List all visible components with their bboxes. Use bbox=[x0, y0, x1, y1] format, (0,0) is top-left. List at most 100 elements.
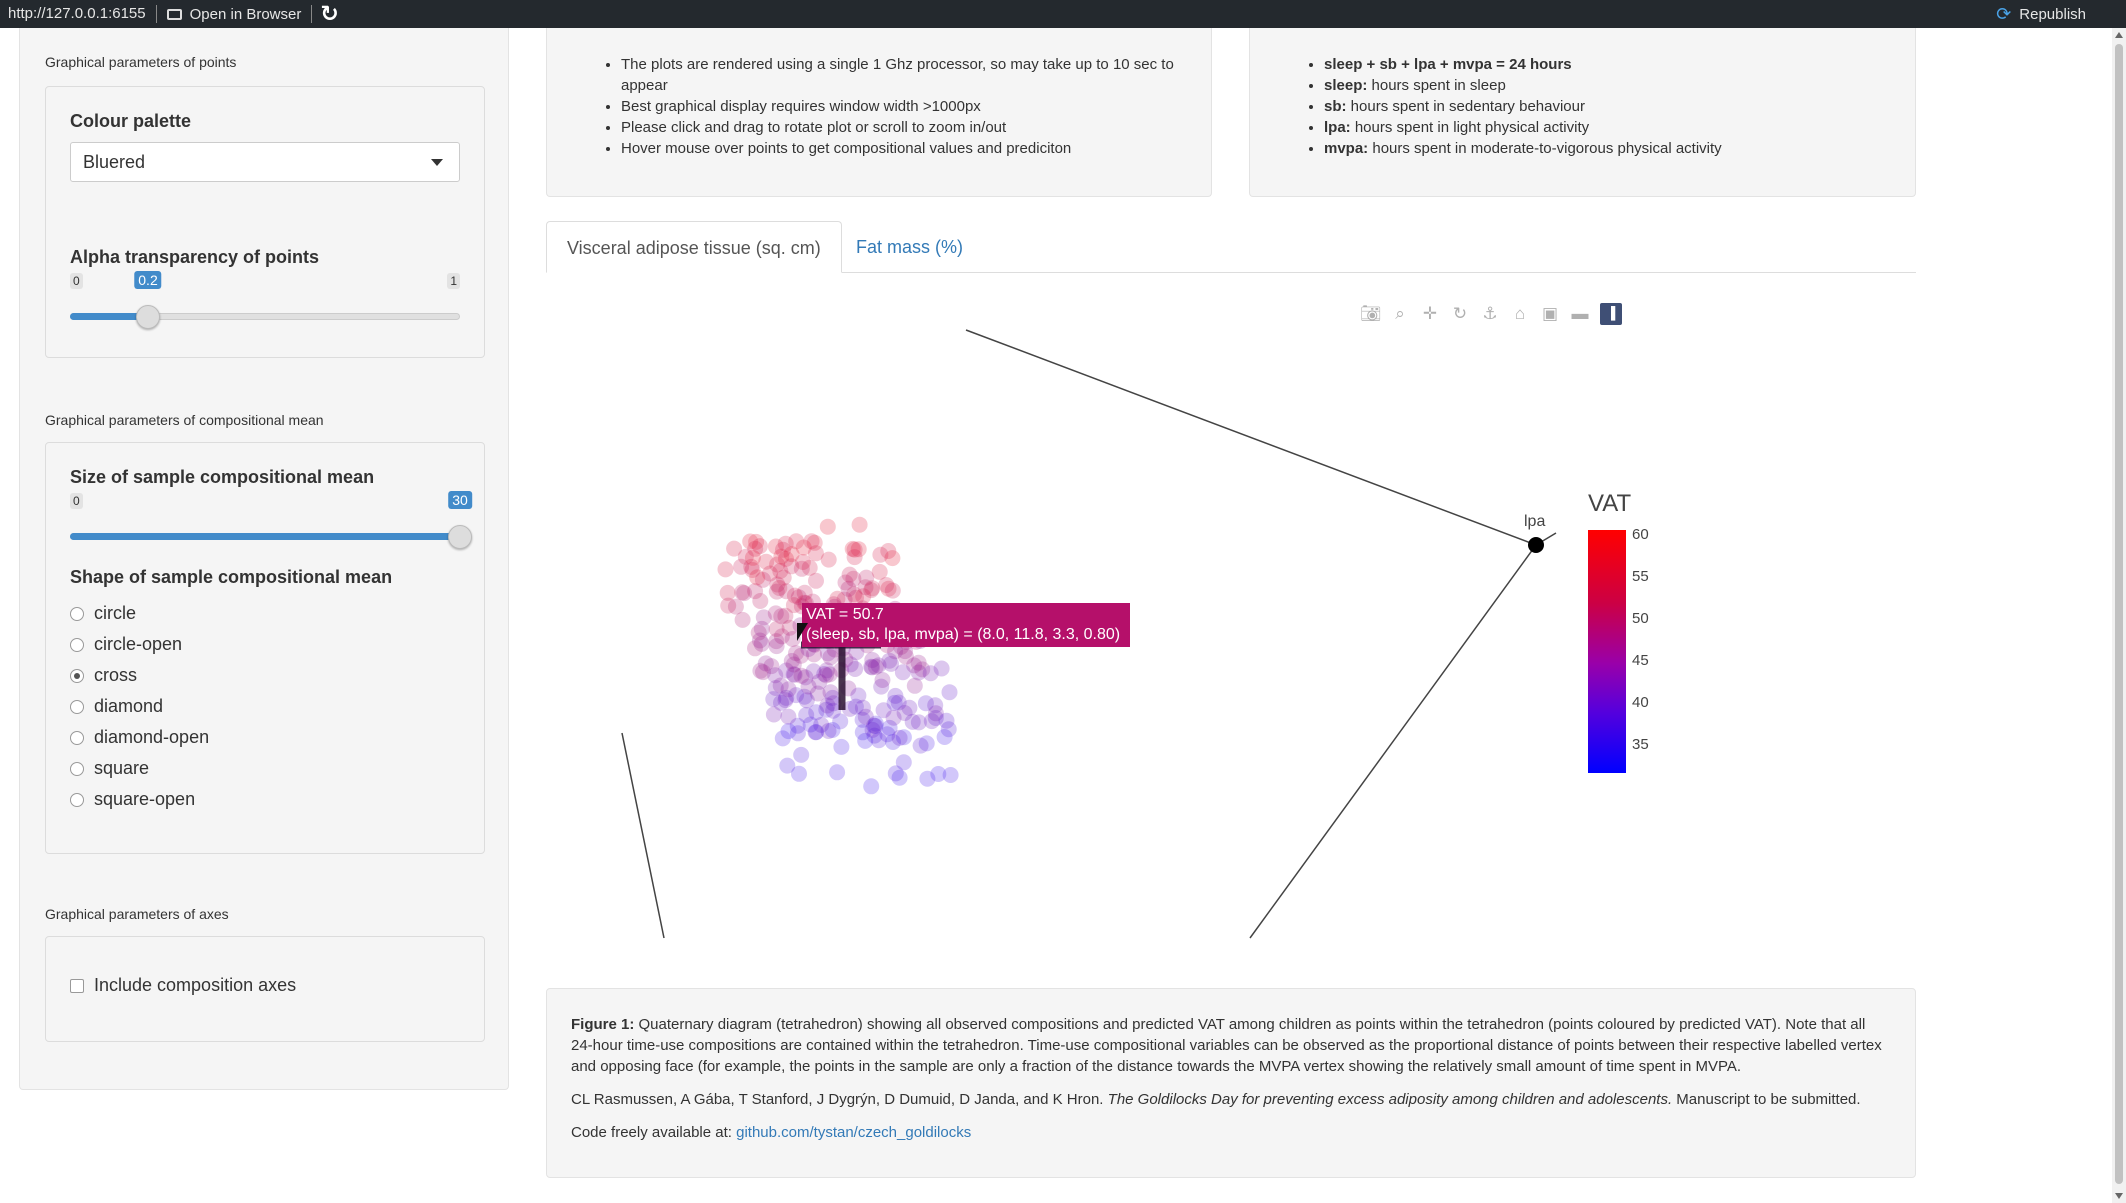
shape-radio[interactable] bbox=[70, 699, 84, 714]
composition-point[interactable] bbox=[863, 778, 880, 795]
composition-point[interactable] bbox=[887, 643, 904, 660]
composition-point[interactable] bbox=[788, 687, 805, 704]
composition-point[interactable] bbox=[866, 727, 883, 744]
composition-point[interactable] bbox=[789, 717, 806, 734]
composition-point[interactable] bbox=[850, 541, 867, 558]
composition-point[interactable] bbox=[842, 656, 859, 673]
pan-icon[interactable]: ✛ bbox=[1422, 304, 1438, 323]
composition-point[interactable] bbox=[727, 598, 744, 615]
plotly-logo-icon[interactable]: ▐ bbox=[1600, 303, 1622, 325]
composition-point[interactable] bbox=[863, 582, 880, 599]
composition-point[interactable] bbox=[884, 550, 901, 567]
composition-point[interactable] bbox=[780, 681, 797, 698]
composition-point[interactable] bbox=[778, 550, 794, 567]
composition-point[interactable] bbox=[864, 721, 881, 738]
alpha-handle[interactable] bbox=[136, 305, 160, 329]
composition-point[interactable] bbox=[794, 554, 811, 570]
composition-point[interactable] bbox=[891, 729, 908, 746]
composition-point[interactable] bbox=[753, 620, 770, 637]
composition-point[interactable] bbox=[775, 569, 792, 586]
composition-point[interactable] bbox=[755, 609, 772, 626]
composition-point[interactable] bbox=[878, 577, 895, 593]
composition-point[interactable] bbox=[747, 583, 764, 600]
composition-point[interactable] bbox=[847, 698, 864, 715]
composition-point[interactable] bbox=[887, 765, 904, 782]
composition-point[interactable] bbox=[769, 576, 786, 593]
composition-point[interactable] bbox=[783, 558, 800, 575]
shape-radio[interactable] bbox=[70, 606, 84, 621]
composition-point[interactable] bbox=[910, 714, 927, 731]
composition-point[interactable] bbox=[881, 719, 898, 736]
orbit-rotation-icon[interactable]: ↻ bbox=[1452, 304, 1468, 323]
composition-point[interactable] bbox=[772, 563, 789, 579]
composition-point[interactable] bbox=[803, 533, 820, 550]
composition-point[interactable] bbox=[744, 549, 761, 566]
composition-point[interactable] bbox=[762, 565, 778, 582]
composition-point[interactable] bbox=[754, 571, 771, 588]
vertical-scrollbar[interactable] bbox=[2112, 28, 2126, 1203]
composition-point[interactable] bbox=[832, 713, 849, 730]
composition-point[interactable] bbox=[837, 574, 854, 591]
composition-point[interactable] bbox=[930, 766, 947, 782]
composition-point[interactable] bbox=[780, 723, 797, 740]
composition-point[interactable] bbox=[829, 590, 846, 607]
composition-point[interactable] bbox=[779, 757, 796, 774]
shape-option-cross[interactable]: cross bbox=[70, 665, 137, 686]
composition-point[interactable] bbox=[777, 535, 794, 552]
composition-point[interactable] bbox=[875, 702, 892, 719]
composition-point[interactable] bbox=[897, 648, 914, 665]
composition-point[interactable] bbox=[851, 516, 868, 533]
composition-point[interactable] bbox=[809, 685, 826, 702]
composition-point[interactable] bbox=[818, 701, 835, 718]
composition-point[interactable] bbox=[842, 700, 858, 717]
composition-point[interactable] bbox=[790, 589, 807, 606]
shape-radio[interactable] bbox=[70, 761, 84, 776]
composition-point[interactable] bbox=[867, 715, 884, 732]
composition-point[interactable] bbox=[781, 619, 798, 636]
composition-point[interactable] bbox=[819, 697, 836, 714]
composition-point[interactable] bbox=[767, 605, 784, 622]
composition-point[interactable] bbox=[846, 541, 863, 558]
composition-point[interactable] bbox=[819, 645, 836, 662]
composition-point[interactable] bbox=[808, 704, 825, 721]
reset-camera-icon[interactable]: ▣ bbox=[1541, 304, 1559, 323]
composition-point[interactable] bbox=[768, 621, 785, 637]
composition-point[interactable] bbox=[801, 559, 818, 576]
tab-vat[interactable]: Visceral adipose tissue (sq. cm) bbox=[546, 221, 842, 273]
composition-point[interactable] bbox=[797, 669, 814, 686]
composition-point[interactable] bbox=[854, 724, 871, 741]
composition-point[interactable] bbox=[885, 734, 901, 750]
composition-point[interactable] bbox=[890, 694, 907, 711]
composition-point[interactable] bbox=[744, 562, 761, 578]
composition-point[interactable] bbox=[818, 662, 835, 679]
composition-point[interactable] bbox=[798, 692, 815, 709]
composition-point[interactable] bbox=[742, 533, 759, 550]
composition-point[interactable] bbox=[910, 664, 927, 681]
composition-point[interactable] bbox=[819, 518, 836, 535]
composition-point[interactable] bbox=[772, 677, 789, 694]
composition-point[interactable] bbox=[927, 697, 944, 714]
composition-point[interactable] bbox=[793, 667, 810, 684]
composition-point[interactable] bbox=[765, 691, 782, 708]
toggle-hover-icon[interactable]: ▬ bbox=[1571, 304, 1589, 323]
composition-point[interactable] bbox=[871, 563, 888, 580]
composition-point[interactable] bbox=[734, 584, 751, 601]
composition-points[interactable] bbox=[717, 516, 959, 795]
composition-point[interactable] bbox=[825, 695, 842, 712]
composition-point[interactable] bbox=[802, 716, 819, 733]
shape-option-circle-open[interactable]: circle-open bbox=[70, 634, 182, 655]
composition-point[interactable] bbox=[896, 705, 913, 721]
composition-point[interactable] bbox=[864, 652, 881, 668]
camera-icon[interactable]: 📷︎ bbox=[1360, 304, 1382, 323]
size-handle[interactable] bbox=[448, 525, 472, 549]
composition-point[interactable] bbox=[773, 608, 790, 625]
composition-point[interactable] bbox=[923, 713, 940, 730]
composition-point[interactable] bbox=[933, 660, 950, 677]
composition-point[interactable] bbox=[938, 712, 955, 729]
composition-point[interactable] bbox=[752, 593, 769, 609]
composition-point[interactable] bbox=[864, 659, 881, 676]
composition-point[interactable] bbox=[894, 664, 911, 681]
composition-point[interactable] bbox=[751, 538, 768, 555]
composition-point[interactable] bbox=[857, 708, 874, 725]
composition-point[interactable] bbox=[769, 556, 786, 573]
